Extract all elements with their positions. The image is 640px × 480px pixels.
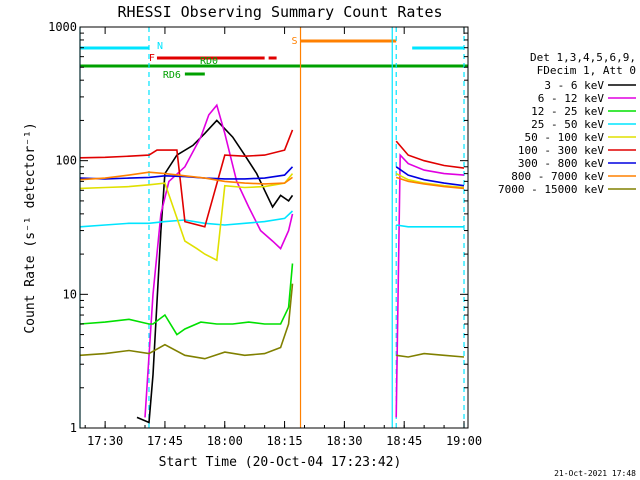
series-25-50-kev-seg-1 xyxy=(396,224,464,228)
series-50-100-kev-seg-0 xyxy=(79,173,294,262)
legend-label-5: 100 - 300 keV xyxy=(518,144,604,157)
series-12-25-kev-seg-0 xyxy=(79,263,294,336)
series-3-6-kev-seg-0 xyxy=(136,119,294,424)
legend-label-6: 300 - 800 keV xyxy=(518,157,604,170)
flag-n-label: N xyxy=(157,41,163,52)
legend-label-4: 50 - 100 keV xyxy=(525,131,605,144)
series-100-300-kev-seg-0 xyxy=(79,129,294,228)
x-tick-label-2: 18:00 xyxy=(207,434,243,448)
flag-rd0-label: RD0 xyxy=(200,56,218,67)
series-6-12-kev-seg-0 xyxy=(144,103,294,418)
series-lines xyxy=(79,103,465,424)
legend-header-0: Det 1,3,4,5,6,9, xyxy=(530,51,636,64)
legend-label-7: 800 - 7000 keV xyxy=(511,170,604,183)
x-tick-label-6: 19:00 xyxy=(446,434,482,448)
x-tick-label-1: 17:45 xyxy=(147,434,183,448)
instrument-vlines xyxy=(79,27,465,428)
legend-label-8: 7000 - 15000 keV xyxy=(498,183,604,196)
legend-label-1: 6 - 12 keV xyxy=(538,92,605,105)
flag-s-label: S xyxy=(291,36,297,47)
flag-bars: NF RD0 RD6 S xyxy=(80,36,468,81)
series-25-50-kev-seg-0 xyxy=(79,210,294,228)
legend: Det 1,3,4,5,6,9,FDecim 1, Att 0 3 - 6 keV… xyxy=(498,51,636,196)
series-7000-15000-kev-seg-1 xyxy=(396,352,465,358)
y-tick-label-1: 10 xyxy=(63,287,77,301)
series-300-800-kev-seg-1 xyxy=(395,166,465,187)
plot-frame xyxy=(79,26,469,429)
x-axis-ticks: 17:30 17:45 18:00 18:15 18:30 18:45 19:00 xyxy=(84,27,482,448)
y-tick-label-0: 1 xyxy=(70,421,77,435)
y-axis-label: Count Rate (s⁻¹ detector⁻¹) xyxy=(23,122,38,333)
series-6-12-kev-seg-1 xyxy=(395,153,465,418)
series-800-7000-kev-seg-0 xyxy=(79,171,293,185)
y-axis-ticks: 1 10 100 1000 xyxy=(48,20,468,435)
x-tick-label-3: 18:15 xyxy=(267,434,303,448)
series-800-7000-kev-seg-1 xyxy=(395,176,465,190)
x-tick-label-5: 18:45 xyxy=(386,434,422,448)
flag-rd6-label: RD6 xyxy=(163,70,181,81)
chart-title: RHESSI Observing Summary Count Rates xyxy=(117,3,442,21)
y-tick-label-3: 1000 xyxy=(48,20,77,34)
y-tick-label-2: 100 xyxy=(55,154,77,168)
series-7000-15000-kev-seg-0 xyxy=(79,283,294,360)
x-tick-label-0: 17:30 xyxy=(87,434,123,448)
flag-f-label: F xyxy=(149,53,155,64)
x-tick-label-4: 18:30 xyxy=(326,434,362,448)
footer-date: 21-Oct-2021 17:48 xyxy=(554,469,636,478)
x-axis-label: Start Time (20-Oct-04 17:23:42) xyxy=(159,455,402,470)
legend-header-1: FDecim 1, Att 0 xyxy=(537,64,636,77)
legend-label-2: 12 - 25 keV xyxy=(531,105,604,118)
legend-label-3: 25 - 50 keV xyxy=(531,118,604,131)
legend-label-0: 3 - 6 keV xyxy=(544,79,604,92)
series-100-300-kev-seg-1 xyxy=(395,140,465,169)
